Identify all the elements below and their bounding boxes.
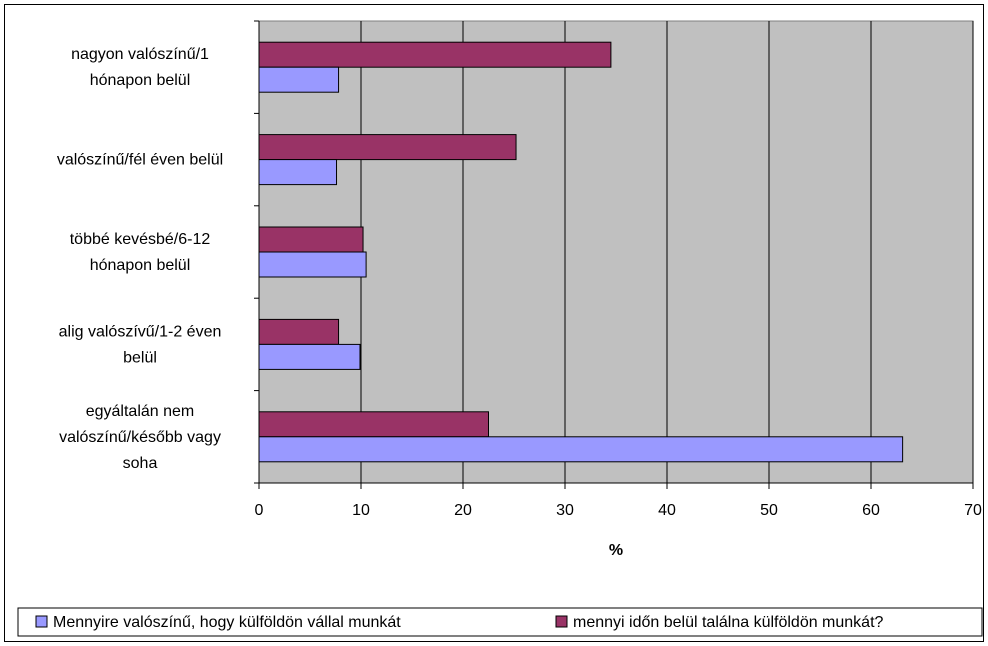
category-label: alig valószívű/1-2 éven [59, 323, 222, 340]
bar-series-2 [258, 226, 364, 253]
legend-box [17, 607, 983, 637]
bar-series-2 [258, 41, 612, 68]
x-tick-labels: 0 10 20 30 40 50 60 70 [255, 502, 982, 519]
category-label: valószínű/fél éven belül [57, 152, 223, 169]
category-labels: nagyon valószínű/1 hónapon belül valószínű… [57, 46, 223, 472]
gridlines [360, 21, 974, 483]
bar-series-2 [258, 411, 489, 438]
category-label: egyáltalán nem [86, 403, 195, 420]
category-label: többé kevésbé/6-12 [70, 231, 211, 248]
bars [258, 41, 904, 463]
legend-swatch [35, 615, 48, 628]
x-tick-label: 30 [556, 502, 574, 519]
category-label: belül [123, 349, 157, 366]
axes [254, 20, 974, 489]
x-tick-label: 40 [658, 502, 676, 519]
category-label: hónapon belül [90, 72, 191, 89]
category-label: soha [123, 455, 158, 472]
bar-series-1 [258, 343, 361, 370]
x-tick-label: 70 [964, 502, 982, 519]
x-axis-title: % [609, 542, 623, 559]
bar-series-1 [258, 436, 904, 463]
category-label: valószínű/később vagy [59, 429, 221, 446]
x-tick-label: 0 [255, 502, 264, 519]
x-tick-label: 10 [352, 502, 370, 519]
x-tick-label: 50 [760, 502, 778, 519]
bar-series-1 [258, 159, 338, 186]
plot-area [258, 20, 974, 484]
bar-series-2 [258, 134, 517, 161]
x-tick-label: 20 [454, 502, 472, 519]
category-label: nagyon valószínű/1 [71, 46, 209, 63]
bar-series-2 [258, 318, 340, 345]
x-tick-label: 60 [862, 502, 880, 519]
bar-series-1 [258, 66, 340, 93]
category-label: hónapon belül [90, 257, 191, 274]
legend-swatch [555, 615, 568, 628]
legend: Mennyire valószínű, hogy külföldön válla… [17, 607, 983, 637]
bar-series-1 [258, 251, 367, 278]
legend-label: mennyi időn belül találna külföldön munk… [573, 614, 884, 631]
legend-label: Mennyire valószínű, hogy külföldön válla… [53, 614, 401, 631]
